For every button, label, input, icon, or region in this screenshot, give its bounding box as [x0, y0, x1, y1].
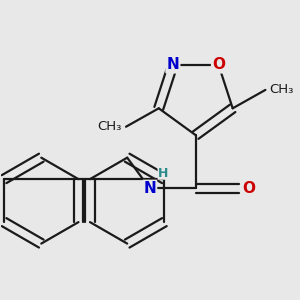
Text: O: O	[242, 181, 255, 196]
Text: N: N	[167, 57, 179, 72]
Text: N: N	[143, 181, 156, 196]
Text: CH₃: CH₃	[269, 83, 294, 96]
Text: CH₃: CH₃	[98, 120, 122, 133]
Text: O: O	[212, 57, 225, 72]
Text: H: H	[158, 167, 168, 179]
